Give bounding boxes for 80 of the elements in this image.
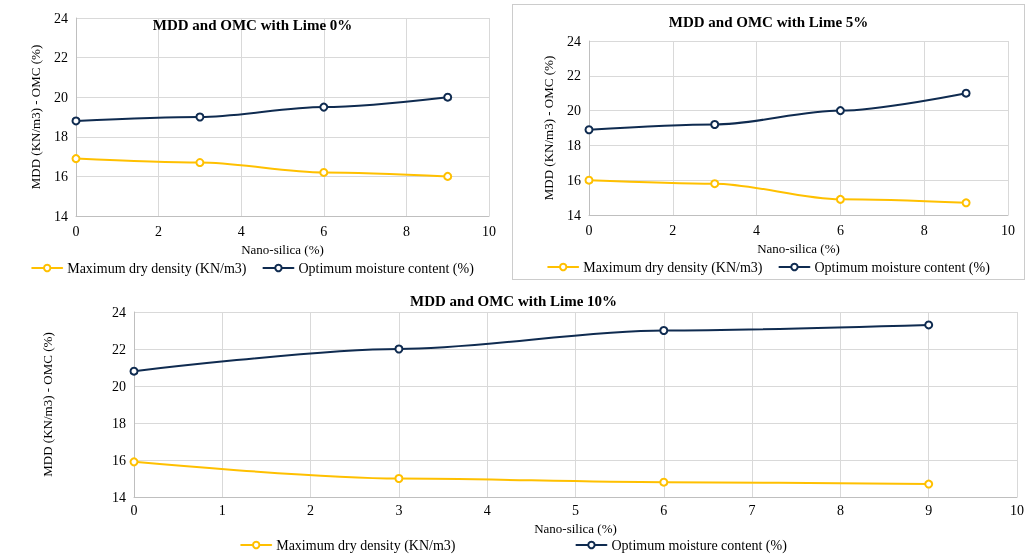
point xyxy=(443,92,453,102)
point xyxy=(710,179,720,189)
y-axis-title: MDD (KN/m3) - OMC (%) xyxy=(40,332,55,477)
y-tick-label: 20 xyxy=(567,103,581,119)
y-tick-label: 20 xyxy=(54,89,68,105)
point xyxy=(319,167,329,177)
x-tick-label: 1 xyxy=(218,502,226,518)
y-tick-label: 22 xyxy=(567,68,581,84)
point xyxy=(835,106,845,116)
x-tick-label: 2 xyxy=(669,222,677,238)
y-axis-title: MDD (KN/m3) - OMC (%) xyxy=(28,44,43,190)
x-axis-title: Nano-silica (%) xyxy=(757,240,840,256)
x-tick-label: 4 xyxy=(483,502,491,518)
point xyxy=(394,344,404,354)
point xyxy=(924,320,934,330)
legend-label: Optimum moisture content (%) xyxy=(814,259,991,276)
y-tick-label: 22 xyxy=(54,50,68,66)
x-tick-label: 3 xyxy=(395,502,403,518)
legend-label: Optimum moisture content (%) xyxy=(611,537,788,554)
x-tick-label: 4 xyxy=(237,223,245,239)
point xyxy=(659,477,669,487)
x-tick-label: 6 xyxy=(320,223,328,239)
x-tick-label: 8 xyxy=(402,223,410,239)
legend-label: Maximum dry density (KN/m3) xyxy=(583,259,763,276)
point xyxy=(71,116,81,126)
chart-title: MDD and OMC with Lime 0% xyxy=(152,16,353,33)
x-tick-label: 5 xyxy=(572,502,579,518)
y-tick-label: 24 xyxy=(112,304,126,320)
y-tick-label: 24 xyxy=(54,10,68,26)
x-tick-label: 9 xyxy=(925,502,933,518)
y-tick-label: 18 xyxy=(112,415,126,431)
y-tick-label: 14 xyxy=(112,489,126,505)
x-tick-label: 8 xyxy=(920,222,928,238)
point xyxy=(195,112,205,122)
point xyxy=(584,175,594,185)
y-tick-label: 16 xyxy=(567,172,581,188)
x-tick-label: 10 xyxy=(1010,502,1024,518)
legend-label: Maximum dry density (KN/m3) xyxy=(276,537,456,554)
point xyxy=(319,102,329,112)
point xyxy=(195,158,205,168)
x-tick-label: 2 xyxy=(155,223,163,239)
x-tick-label: 6 xyxy=(836,222,844,238)
y-tick-label: 22 xyxy=(112,341,126,357)
y-tick-label: 24 xyxy=(567,33,581,49)
point xyxy=(443,171,453,181)
y-tick-label: 14 xyxy=(567,207,581,223)
point xyxy=(129,366,139,376)
x-tick-label: 0 xyxy=(72,223,80,239)
x-tick-label: 7 xyxy=(748,502,756,518)
point xyxy=(394,474,404,483)
x-tick-label: 4 xyxy=(753,222,761,238)
x-tick-label: 0 xyxy=(130,502,138,518)
point xyxy=(961,198,971,208)
y-tick-label: 18 xyxy=(54,129,68,145)
point xyxy=(924,479,934,489)
y-tick-label: 16 xyxy=(112,452,126,468)
point xyxy=(584,125,594,135)
y-tick-label: 16 xyxy=(54,168,68,184)
y-tick-label: 20 xyxy=(112,378,126,394)
x-tick-label: 10 xyxy=(482,223,496,239)
legend-label: Maximum dry density (KN/m3) xyxy=(67,260,247,277)
point xyxy=(129,457,139,467)
x-tick-label: 10 xyxy=(1001,222,1015,238)
x-tick-label: 2 xyxy=(307,502,315,518)
x-tick-label: 6 xyxy=(660,502,668,518)
x-tick-label: 8 xyxy=(836,502,844,518)
y-tick-label: 18 xyxy=(567,137,581,153)
y-axis-title: MDD (KN/m3) - OMC (%) xyxy=(541,55,556,201)
y-tick-label: 14 xyxy=(54,208,68,224)
x-tick-label: 0 xyxy=(585,222,593,238)
chart-title: MDD and OMC with Lime 10% xyxy=(409,292,618,309)
point xyxy=(961,88,971,98)
chart-title: MDD and OMC with Lime 5% xyxy=(668,13,869,30)
x-axis-title: Nano-silica (%) xyxy=(241,241,324,257)
legend-label: Optimum moisture content (%) xyxy=(298,260,475,277)
x-axis-title: Nano-silica (%) xyxy=(534,520,617,536)
point xyxy=(71,154,81,164)
point xyxy=(659,326,669,335)
point xyxy=(710,120,720,130)
point xyxy=(835,194,845,204)
